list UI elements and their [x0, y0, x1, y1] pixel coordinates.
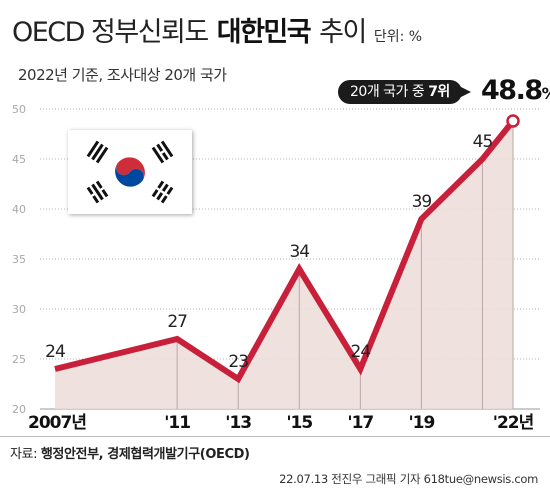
rank-callout: 20개 국가 중 7위: [338, 80, 471, 104]
y-tick-label-30: 30: [12, 303, 26, 316]
x-tick-label-2017: '17: [347, 413, 373, 433]
series-area: [55, 121, 513, 409]
korea-flag-icon: [68, 130, 192, 214]
data-label-2007: 24: [45, 342, 65, 362]
x-tick-label-2015: '15: [286, 413, 312, 433]
chart-area-layer: [55, 121, 513, 409]
chart-line-layer: [54, 114, 520, 384]
title-highlight: 대한민국: [216, 17, 312, 48]
y-tick-label-25: 25: [12, 353, 26, 366]
title-part1: OECD 정부신뢰도: [12, 17, 209, 48]
data-label-2017: 24: [351, 342, 371, 362]
y-tick-label-35: 35: [12, 253, 26, 266]
source-label: 자료:: [10, 447, 41, 462]
callout-rank: 7위: [428, 84, 450, 100]
subtitle: 2022년 기준, 조사대상 20개 국가: [18, 66, 227, 84]
latest-point-marker: [506, 114, 520, 128]
credit-line: 22.07.13 전진우 그래픽 기자 618tue@newsis.com: [279, 472, 538, 486]
chart-data-labels: 24 27 23 34 24 39 45: [45, 132, 493, 372]
chart-y-ticks: 20 25 30 35 40 45 50: [12, 103, 26, 416]
callout-prefix: 20개 국가 중: [350, 84, 429, 100]
data-label-2015: 34: [289, 242, 309, 262]
y-tick-label-20: 20: [12, 403, 26, 416]
footer-divider: [0, 436, 550, 437]
data-label-2011: 27: [167, 312, 187, 332]
latest-value: 48.8%: [481, 75, 550, 106]
source-note: 자료: 행정안전부, 경제협력개발기구(OECD): [10, 443, 250, 462]
x-tick-label-2007: 2007년: [28, 413, 86, 433]
series-line: [54, 119, 516, 384]
x-tick-label-2013: '13: [225, 413, 251, 433]
y-tick-label-45: 45: [12, 153, 26, 166]
chart-drop-lines: [176, 121, 514, 409]
data-label-2021: 45: [473, 132, 493, 152]
data-label-2019: 39: [412, 192, 432, 212]
y-tick-label-40: 40: [12, 203, 26, 216]
x-tick-label-2011: '11: [164, 413, 190, 433]
chart-x-ticks: 2007년 '11 '13 '15 '17 '19 '22년: [28, 413, 535, 433]
page-title: OECD 정부신뢰도 대한민국 추이 단위: %: [12, 10, 422, 49]
unit-label: 단위: %: [373, 29, 423, 45]
x-tick-label-2022: '22년: [493, 413, 534, 433]
title-part2: 추이: [319, 17, 367, 48]
latest-value-unit: %: [542, 84, 550, 103]
data-label-2013: 23: [228, 352, 248, 372]
x-tick-label-2019: '19: [408, 413, 434, 433]
source-text: 행정안전부, 경제협력개발기구(OECD): [40, 447, 250, 462]
latest-value-number: 48.8: [481, 75, 543, 106]
y-tick-label-50: 50: [12, 103, 26, 116]
